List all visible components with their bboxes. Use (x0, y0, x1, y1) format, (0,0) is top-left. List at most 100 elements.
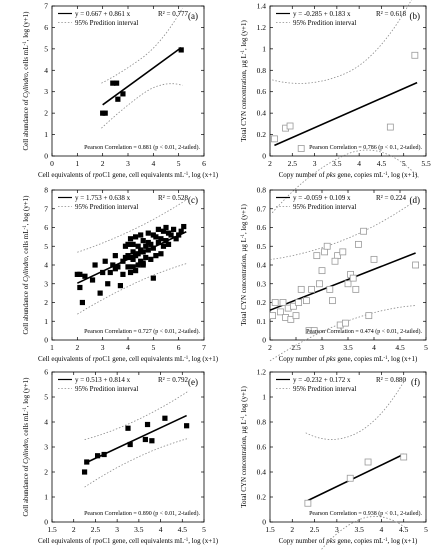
data-point (323, 242, 331, 250)
data-point (308, 285, 316, 293)
data-point (102, 258, 108, 264)
data-point (112, 266, 118, 272)
panel-label: (a) (188, 11, 198, 21)
y-tick-label: 0.4 (257, 109, 267, 118)
x-axis-label-part: pks (325, 537, 336, 545)
panel-d: 2 2.5 3 3.5 4 4.5 5 0 0.1 0.2 0.3 0.4 0.5 0.6 0.7 0.8 Co… (240, 186, 428, 364)
data-point (143, 254, 149, 261)
data-point (130, 256, 136, 262)
y-tick-label: 1.2 (257, 368, 267, 377)
y-axis-label-part: Cell abundance of (22, 98, 30, 151)
data-point (144, 421, 151, 428)
pearson-annotation: Pearson Correlation = 0.474 (p < 0.01, 2… (306, 328, 422, 335)
y-axis-label-part: , log (y+1) (240, 20, 248, 50)
legend-r-squared: R² = 0.618 (376, 10, 406, 18)
x-tick-label: 1.5 (47, 525, 57, 534)
data-point (125, 264, 131, 270)
x-tick-label: 6 (177, 343, 181, 352)
x-axis-label: Copy number of pks gene, copies mL-1, lo… (279, 171, 418, 179)
y-axis-label-part: Cell abundance of (22, 282, 30, 335)
y-tick-label: 0.8 (257, 66, 267, 75)
x-tick-label: 3 (115, 525, 119, 534)
x-tick-label: 2 (101, 159, 105, 168)
data-point (130, 241, 136, 247)
x-axis-label-part: Copy number of (279, 171, 327, 179)
x-tick-label: 1 (75, 159, 79, 168)
data-point (84, 459, 90, 465)
upper-prediction-bound (77, 199, 187, 253)
data-point (163, 224, 169, 231)
data-point (178, 47, 184, 53)
x-tick-label: 6 (202, 159, 206, 168)
legend-equation: y = -0.285 + 0.183 x (293, 10, 351, 18)
lower-prediction-bound (269, 305, 416, 362)
data-point (318, 267, 326, 275)
x-axis-label-part: gene, copies mL (336, 537, 384, 545)
data-point (297, 285, 305, 293)
data-point (292, 312, 300, 320)
data-point (339, 248, 347, 256)
data-point (145, 230, 151, 236)
data-point (140, 249, 146, 255)
y-axis-label: Total CYN concentration, µg L-1, log (y+… (240, 386, 248, 508)
x-axis-label-part: Cell equivalents of (38, 171, 93, 179)
data-point (120, 91, 126, 97)
data-point (279, 299, 287, 306)
data-point (130, 264, 136, 270)
x-tick-label: 5.5 (421, 159, 431, 168)
y-tick-label: 0.6 (257, 443, 267, 452)
legend-equation: y = -0.059 + 0.109 x (293, 194, 351, 202)
legend-r-squared: R² = 0.777 (158, 10, 188, 18)
y-tick-label: 0.6 (257, 87, 267, 96)
y-tick-label: 0.7 (257, 204, 267, 213)
x-axis-label-part: Copy number of (279, 355, 327, 363)
x-tick-label: 4 (380, 525, 384, 534)
y-axis-label-part: -1 (23, 407, 28, 412)
y-axis-label-part: -1 (241, 415, 246, 420)
lower-prediction-bound (320, 515, 407, 550)
panel-label: (b) (410, 11, 421, 21)
pearson-annotation: Pearson Correlation = 0.727 (p < 0.01, 2… (84, 328, 200, 335)
data-point (81, 469, 88, 475)
data-point (135, 243, 141, 249)
data-point (354, 240, 362, 248)
data-point (176, 232, 182, 238)
data-point (107, 269, 113, 276)
x-axis-label-part: , log (x+1) (188, 355, 218, 363)
data-point (135, 251, 141, 257)
legend-interval-label: 95% Predition interval (75, 203, 138, 211)
x-axis-label-part: , log (x+1) (188, 171, 218, 179)
panel-label: (d) (410, 195, 421, 205)
y-axis-label-part: Cell abundance of (22, 464, 30, 517)
x-axis-label-part: , log (x+1) (388, 537, 418, 545)
y-tick-label: 4 (44, 418, 48, 427)
x-tick-label: 2.5 (291, 343, 301, 352)
data-point (101, 451, 107, 458)
x-axis-label-part: , log (x+1) (388, 355, 418, 363)
lower-prediction-bound (77, 263, 187, 315)
x-axis-label-part: C1 gene, cell equivalents mL (102, 355, 184, 363)
x-tick-label: 2.5 (91, 525, 101, 534)
data-point (105, 281, 111, 287)
y-axis-label-part: , log (y+1) (240, 386, 248, 416)
y-axis-label: Total CYN concentration, µg L-1, log (y+… (240, 20, 248, 142)
data-point (346, 474, 354, 482)
x-tick-label: 5 (202, 525, 206, 534)
y-tick-label: 4 (44, 66, 48, 75)
y-axis-label-part: , cells mL (22, 229, 30, 257)
data-point (125, 425, 131, 431)
plot-frame (269, 371, 427, 523)
x-tick-label: 2 (268, 343, 272, 352)
data-point (140, 238, 146, 244)
y-axis-label-part: Total CYN concentration, µg L (240, 238, 248, 326)
x-axis-label-part: -1 (184, 538, 189, 543)
data-point (386, 123, 394, 131)
y-axis-label-part: Cylindro (22, 257, 30, 282)
legend-interval-label: 95% Predition interval (75, 385, 138, 393)
lower-prediction-bound (84, 437, 189, 488)
y-tick-label: 6 (44, 368, 48, 377)
regression-line (307, 453, 405, 502)
data-point (142, 436, 148, 443)
x-tick-label: 3.5 (332, 159, 342, 168)
